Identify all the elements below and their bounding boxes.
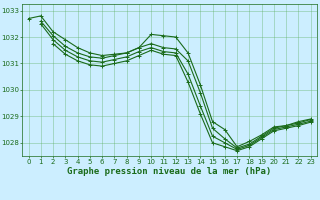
X-axis label: Graphe pression niveau de la mer (hPa): Graphe pression niveau de la mer (hPa)	[68, 167, 272, 176]
